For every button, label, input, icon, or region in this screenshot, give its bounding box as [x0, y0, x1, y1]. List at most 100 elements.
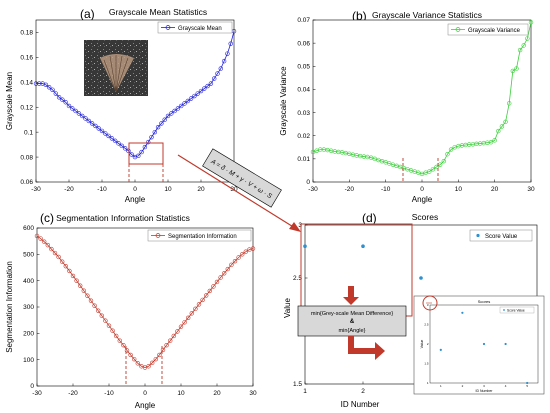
data-point	[427, 169, 432, 174]
criteria-line-1: min{Grey-scale Mean Difference}	[311, 311, 393, 317]
data-point	[419, 276, 423, 280]
x-tick-label: -20	[345, 186, 355, 193]
panel-b-xlabel: Angle	[412, 195, 433, 204]
panel-b-title: Grayscale Variance Statistics	[372, 10, 482, 20]
data-point	[510, 68, 516, 74]
inset-xlabel: ID Number	[476, 389, 494, 393]
data-point	[155, 124, 161, 130]
connector-arrowhead	[289, 222, 301, 232]
data-point	[169, 111, 174, 116]
inset-scores-chart: Scores 1 2 3 4 5 1 1.5 2 2.5 3 ID Number Value Sc…	[413, 295, 545, 395]
data-point	[81, 288, 87, 293]
data-point	[56, 95, 62, 100]
data-point	[112, 138, 118, 144]
x-tick-label: 30	[527, 186, 535, 193]
data-point	[46, 85, 52, 90]
criteria-line-3: min{Angle}	[338, 328, 365, 334]
x-tick-label: -20	[64, 186, 74, 193]
inset-x-tick-label: 3	[483, 384, 485, 388]
data-point	[202, 86, 207, 91]
data-point	[222, 271, 227, 276]
x-tick-label: 20	[213, 390, 221, 397]
x-tick-label: -10	[97, 186, 107, 193]
data-point	[221, 58, 227, 64]
inset-legend-label: Score Value	[507, 309, 525, 313]
right-arrow-horizontal	[348, 348, 376, 354]
panel-b-series	[310, 20, 534, 177]
y-tick-label: 500	[23, 252, 34, 259]
data-point	[146, 139, 151, 145]
y-tick-label: 0.04	[297, 87, 310, 94]
data-point	[196, 302, 202, 307]
data-point	[250, 246, 256, 251]
data-point	[430, 167, 436, 172]
data-point	[175, 329, 180, 334]
inset-ticks: 1 2 3 4 5 1 1.5 2 2.5 3	[424, 303, 528, 388]
data-point	[525, 36, 530, 41]
x-tick-label: 1	[303, 388, 307, 395]
data-point	[178, 324, 184, 329]
y-tick-label: 100	[23, 357, 34, 364]
inset-x-tick-label: 2	[462, 384, 464, 388]
data-point	[521, 43, 526, 48]
x-tick-label: 0	[143, 390, 147, 397]
data-point	[128, 352, 133, 358]
data-point	[492, 138, 497, 143]
data-point	[189, 311, 195, 316]
data-point	[200, 297, 205, 303]
data-point	[165, 113, 171, 119]
data-point	[162, 117, 167, 122]
data-point	[153, 356, 159, 362]
data-point	[95, 308, 101, 313]
data-point	[106, 133, 111, 139]
inset-y-tick-label: 2	[427, 342, 429, 346]
data-point	[66, 103, 72, 109]
data-point	[164, 342, 169, 348]
data-point	[33, 81, 39, 86]
y-tick-label: 0.16	[20, 55, 33, 62]
data-point	[182, 101, 187, 106]
panel-b-ylabel: Grayscale Variance	[279, 66, 288, 136]
data-point	[171, 333, 177, 339]
panel-b-grayscale-variance: (b) Grayscale Variance Statistics -30 -20…	[279, 9, 535, 204]
data-point	[106, 323, 112, 328]
inset-x-tick-label: 4	[505, 384, 507, 388]
data-point	[43, 82, 49, 88]
data-point	[74, 278, 79, 283]
data-point	[86, 118, 92, 124]
panel-d-legend-label: Score Value	[485, 234, 518, 240]
series-line	[312, 22, 532, 175]
x-tick-label: 10	[177, 390, 185, 397]
data-point	[236, 255, 241, 260]
x-tick-label: -10	[381, 186, 391, 193]
series-line	[36, 31, 235, 158]
y-tick-label: 0	[30, 383, 34, 390]
data-point	[119, 143, 125, 149]
data-point	[157, 352, 162, 358]
data-point	[83, 116, 88, 121]
inset-ylabel: Value	[420, 340, 424, 349]
data-point	[434, 164, 439, 170]
x-tick-label: -10	[104, 390, 114, 397]
y-tick-label: 1.5	[293, 381, 302, 388]
data-point	[198, 88, 204, 94]
down-arrow-shaft	[348, 286, 354, 298]
data-point	[37, 81, 42, 86]
data-point	[34, 233, 40, 239]
inset-data-point	[461, 311, 464, 314]
panel-b-legend: Grayscale Variance	[447, 23, 529, 36]
panel-d-xlabel: ID Number	[341, 400, 380, 409]
data-point	[85, 293, 90, 298]
data-point	[192, 93, 197, 99]
data-point	[186, 315, 191, 320]
inset-highlight-circle	[422, 295, 438, 311]
x-tick-label: 0	[133, 186, 137, 193]
inset-data-point	[439, 348, 442, 351]
data-point	[185, 98, 191, 104]
data-point	[488, 139, 494, 145]
y-tick-label: 0.06	[297, 40, 310, 47]
series-line	[36, 235, 254, 368]
x-tick-label: -30	[308, 186, 318, 193]
panel-d-legend: Score Value	[469, 229, 533, 242]
